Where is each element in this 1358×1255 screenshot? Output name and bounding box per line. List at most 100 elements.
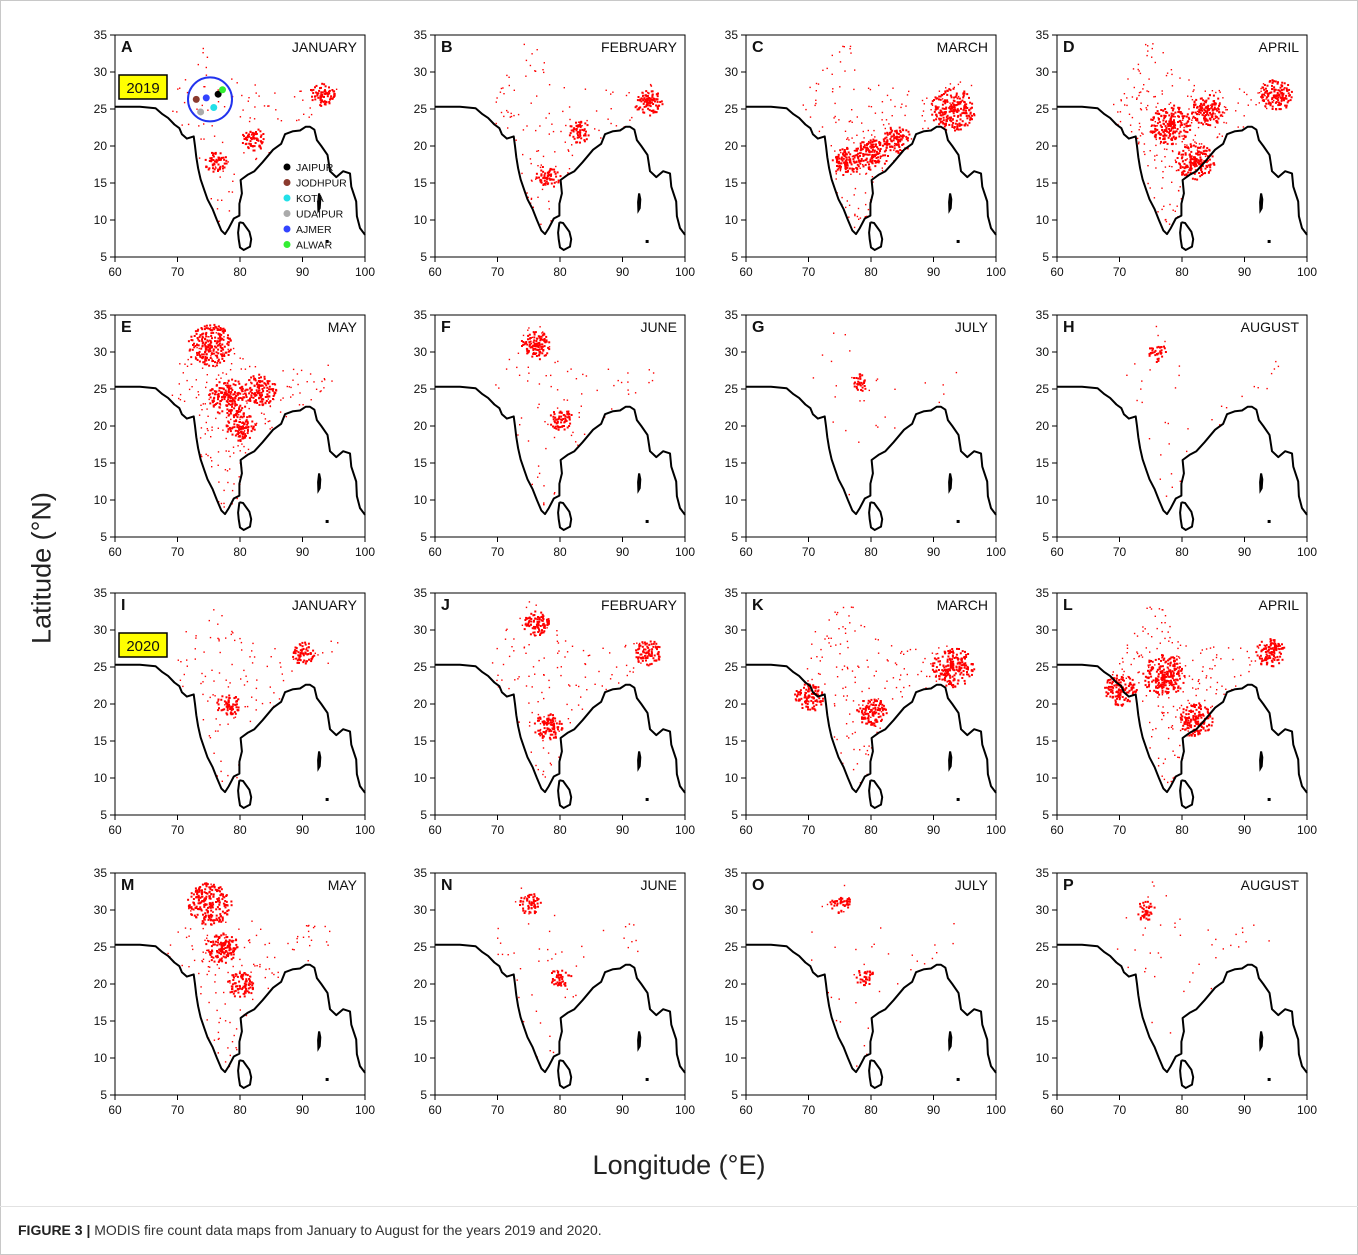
fire-point [243,138,246,140]
fire-point [195,379,197,381]
fire-point [1113,103,1115,106]
fire-point [216,361,219,364]
fire-point [948,88,951,91]
fire-point [966,671,968,673]
fire-point [1223,121,1225,124]
fire-point [314,86,316,89]
fire-point [869,145,872,148]
fire-point [639,653,642,656]
fire-point [213,390,216,393]
fire-point [266,665,268,668]
fire-point [223,506,225,508]
fire-point [1160,352,1162,355]
fire-point [1198,108,1201,111]
fire-point [638,645,641,648]
sri-lanka-outline [557,501,573,532]
fire-point [572,130,575,133]
fire-point [304,643,307,646]
fire-point [1179,126,1181,128]
fire-point [1140,109,1143,111]
fire-point [274,383,277,386]
fire-point [900,652,902,654]
fire-point [1178,106,1181,109]
fire-point [954,129,956,132]
fire-point [1154,155,1156,157]
fire-point [951,106,954,109]
fire-point [1277,96,1280,99]
fire-point [951,658,954,661]
fire-point [960,667,963,670]
fire-point [530,197,533,200]
fire-point [302,648,305,650]
fire-point [299,644,302,647]
fire-point [1201,165,1204,168]
nicobar-islands [325,239,329,243]
year-badge-text: 2019 [126,80,159,97]
fire-point [635,105,638,108]
fire-point [527,366,529,368]
fire-point [893,134,895,137]
fire-point [1178,111,1181,113]
fire-point [224,393,227,396]
fire-point [1163,134,1166,137]
fire-point [222,331,225,334]
y-tick-label: 30 [94,345,108,359]
fire-point [1204,109,1206,112]
fire-point [847,646,849,649]
fire-point [205,386,207,389]
fire-point [518,676,520,678]
fire-point [579,123,582,126]
fire-point [874,145,877,148]
fire-point [204,675,207,678]
fire-point [862,713,865,716]
fire-point [1178,132,1181,135]
fire-point [227,705,229,708]
x-tick-label: 100 [675,545,695,559]
fire-point [250,394,253,397]
y-tick-label: 10 [94,771,108,785]
fire-point [311,99,314,102]
sri-lanka-outline [557,779,573,810]
x-tick-label: 90 [616,823,630,837]
fire-point [204,359,207,362]
fire-point [967,673,970,676]
fire-point [951,124,954,127]
fire-point [584,663,586,665]
fire-point [544,182,547,185]
fire-point [812,701,815,704]
fire-point [651,110,654,112]
fire-point [1198,160,1201,163]
fire-point [1154,159,1156,161]
fire-point [534,70,537,72]
fire-point [940,120,943,123]
fire-point [288,386,290,388]
fire-point [227,388,230,391]
fire-points [171,323,333,512]
fire-point [585,375,588,377]
fire-point [1159,346,1162,349]
fire-point [311,95,313,98]
fire-point [236,426,239,428]
fire-point [524,342,527,345]
fire-point [971,114,973,117]
city-marker [197,108,205,116]
fire-point [1217,108,1220,111]
fire-point [191,348,194,351]
fire-point [638,643,641,646]
fire-point [199,334,202,337]
fire-point [655,98,658,101]
x-tick-label: 60 [428,265,442,279]
fire-point [1158,121,1161,124]
fire-point [517,113,520,116]
fire-point [205,331,208,334]
fire-point [217,451,220,453]
y-tick-label: 15 [725,456,739,470]
fire-point [1188,169,1191,172]
fire-point [839,86,841,88]
fire-point [220,328,223,331]
fire-point [849,161,852,164]
fire-point [1120,99,1122,101]
fire-point [541,629,543,632]
fire-point [298,404,301,406]
panel-month: FEBRUARY [601,597,678,613]
